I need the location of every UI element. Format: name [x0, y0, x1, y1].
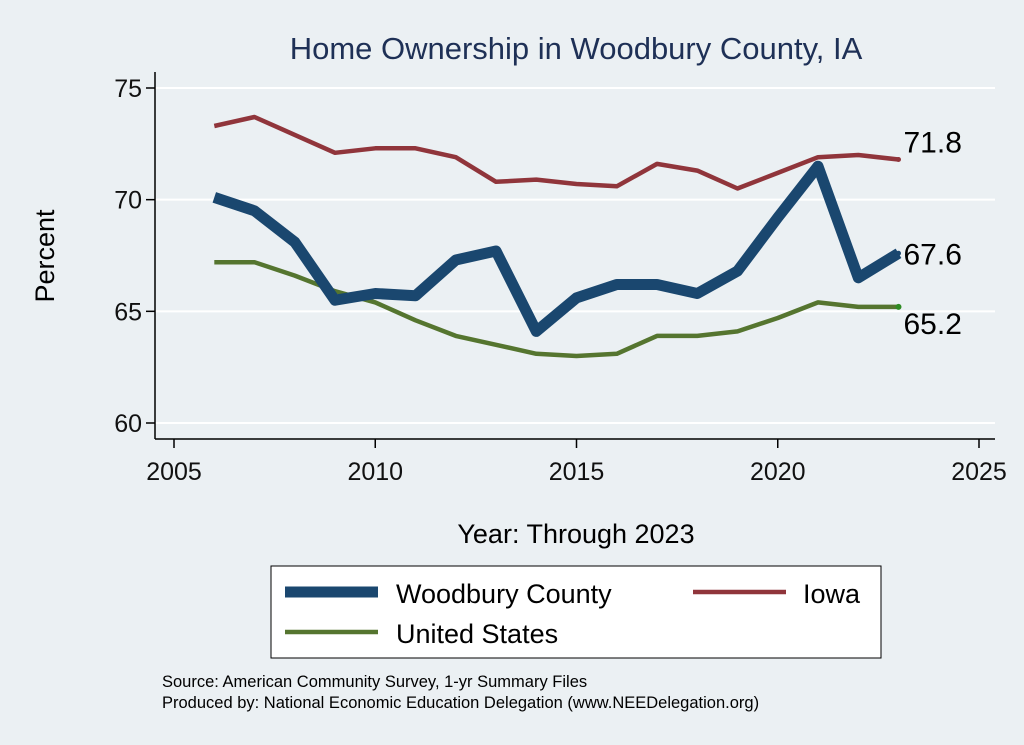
- y-axis: 60 65 70 75: [114, 72, 156, 439]
- end-label-united-states: 65.2: [904, 308, 962, 341]
- series-group: [212, 114, 902, 359]
- x-tick-label-2025: 2025: [951, 458, 1007, 486]
- x-axis-title: Year: Through 2023: [457, 519, 694, 549]
- chart-title: Home Ownership in Woodbury County, IA: [290, 31, 863, 66]
- series-line-iowa: [213, 114, 899, 191]
- end-label-iowa: 71.8: [904, 126, 962, 159]
- end-labels: 65.2 71.8 67.6: [904, 126, 962, 340]
- y-axis-title: Percent: [30, 209, 60, 303]
- y-tick-label-60: 60: [114, 410, 142, 438]
- x-tick-label-2015: 2015: [549, 458, 605, 486]
- x-tick-label-2005: 2005: [146, 458, 202, 486]
- series-endpoint-iowa: [896, 156, 901, 162]
- legend: Woodbury County Iowa United States: [270, 565, 882, 659]
- legend-box: [270, 565, 882, 659]
- grid-lines: [155, 87, 995, 424]
- y-tick-label-65: 65: [114, 298, 142, 326]
- legend-label-united-states: United States: [396, 619, 558, 649]
- source-line: Source: American Community Survey, 1-yr …: [162, 673, 587, 691]
- series-endpoint-united-states: [895, 303, 902, 310]
- x-tick-label-2020: 2020: [750, 458, 806, 486]
- y-tick-label-75: 75: [114, 75, 142, 103]
- y-tick-label-70: 70: [114, 187, 142, 215]
- legend-label-iowa: Iowa: [803, 579, 861, 609]
- legend-label-woodbury-county: Woodbury County: [396, 579, 612, 609]
- producer-line: Produced by: National Economic Education…: [162, 694, 759, 712]
- series-line-woodbury-county: [212, 160, 902, 337]
- x-axis: 2005 2010 2015 2020 2025: [146, 438, 1007, 486]
- series-endpoint-woodbury-county: [896, 250, 901, 256]
- end-label-woodbury-county: 67.6: [904, 238, 962, 271]
- x-tick-label-2010: 2010: [347, 458, 403, 486]
